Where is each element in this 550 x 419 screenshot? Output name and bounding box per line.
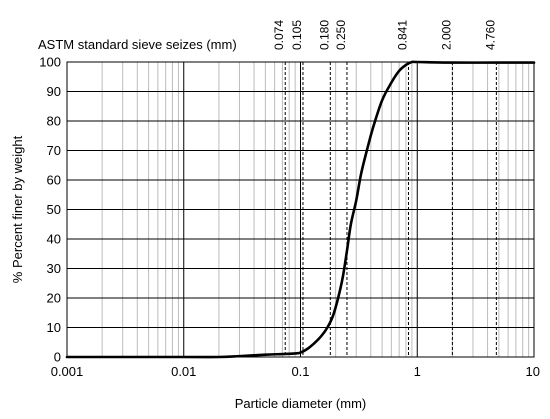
x-tick-label: 0.001 bbox=[51, 364, 84, 379]
top-axis-title: ASTM standard sieve seizes (mm) bbox=[38, 37, 237, 52]
y-axis-title: % Percent finer by weight bbox=[10, 135, 25, 283]
sieve-label: 0.105 bbox=[290, 20, 304, 50]
x-tick-label: 0.1 bbox=[291, 364, 309, 379]
sieve-label: 0.180 bbox=[317, 20, 331, 50]
y-tick-label: 10 bbox=[47, 320, 61, 335]
x-tick-label: 0.01 bbox=[171, 364, 196, 379]
y-tick-label: 100 bbox=[39, 55, 61, 70]
sieve-label: 4.760 bbox=[483, 20, 497, 50]
sieve-label: 0.074 bbox=[272, 20, 286, 50]
plot-frame bbox=[66, 61, 535, 358]
y-tick-label: 30 bbox=[47, 261, 61, 276]
y-tick-label: 70 bbox=[47, 143, 61, 158]
x-tick-label: 10 bbox=[526, 364, 540, 379]
sieve-label: 0.841 bbox=[395, 20, 409, 50]
x-axis-title: Particle diameter (mm) bbox=[235, 396, 366, 411]
x-tick-label: 1 bbox=[414, 364, 421, 379]
y-tick-label: 20 bbox=[47, 291, 61, 306]
y-tick-labels: 0 10 20 30 40 50 60 70 80 90 100 bbox=[39, 55, 61, 365]
y-tick-label: 50 bbox=[47, 202, 61, 217]
y-tick-label: 60 bbox=[47, 173, 61, 188]
y-tick-label: 80 bbox=[47, 114, 61, 129]
gradation-curve bbox=[65, 60, 536, 359]
x-tick-labels: 0.001 0.01 0.1 1 10 bbox=[51, 364, 540, 379]
sieve-label: 0.250 bbox=[334, 20, 348, 50]
sieve-label: 2.000 bbox=[439, 20, 453, 50]
y-tick-label: 0 bbox=[54, 350, 61, 365]
y-tick-label: 40 bbox=[47, 232, 61, 247]
sieve-lines bbox=[284, 62, 497, 357]
sieve-size-labels: 0.074 0.105 0.180 0.250 0.841 2.000 4.760 bbox=[272, 20, 497, 50]
y-tick-label: 90 bbox=[47, 84, 61, 99]
